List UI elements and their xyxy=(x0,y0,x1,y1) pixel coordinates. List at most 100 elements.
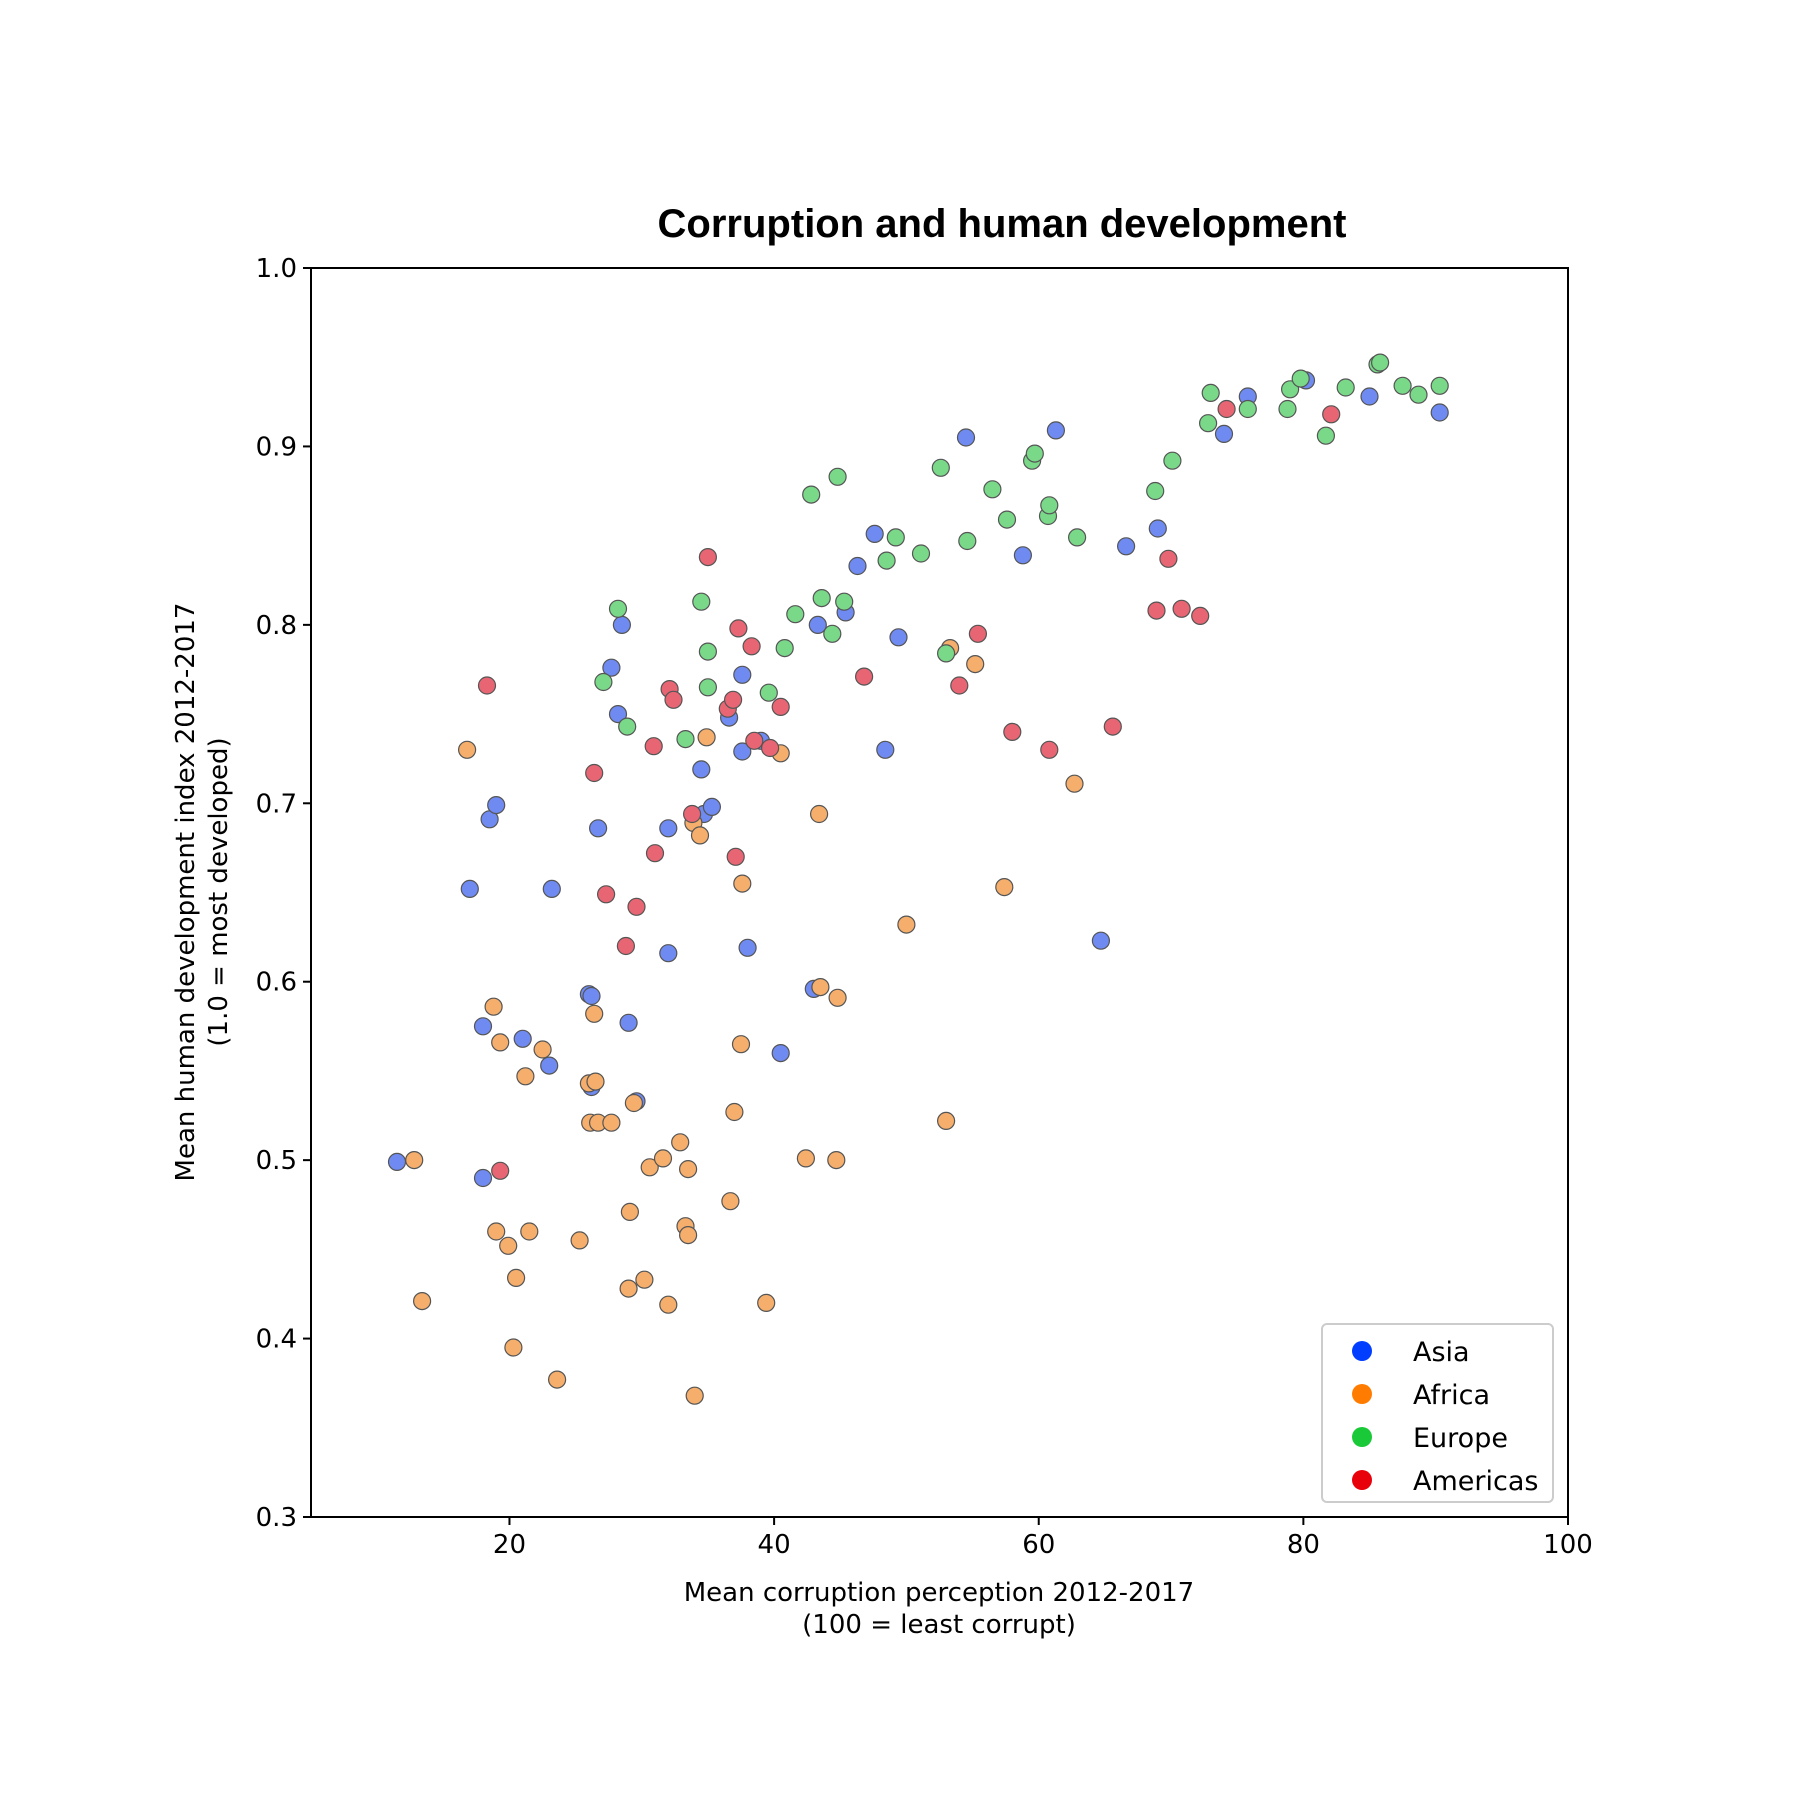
point-europe-28 xyxy=(1146,481,1165,501)
point-africa-23 xyxy=(635,1270,654,1289)
point-asia-1 xyxy=(460,879,479,899)
x-axis-ticks: 20 40 60 80 100 xyxy=(493,1517,1593,1560)
point-americas-17 xyxy=(745,731,764,750)
point-americas-2 xyxy=(585,763,604,783)
legend: Asia Africa Europe Americas xyxy=(1321,1323,1554,1503)
point-americas-22 xyxy=(968,624,988,643)
point-europe-20 xyxy=(958,531,977,551)
point-africa-39 xyxy=(757,1293,776,1313)
point-africa-44 xyxy=(827,1150,846,1170)
point-asia-25 xyxy=(733,742,752,761)
point-europe-42 xyxy=(1430,376,1449,395)
point-europe-37 xyxy=(1336,378,1355,397)
point-americas-7 xyxy=(645,844,665,863)
point-europe-4 xyxy=(692,592,711,611)
point-africa-16 xyxy=(585,1004,604,1023)
x-tick-label-4: 100 xyxy=(1543,1530,1593,1560)
point-americas-14 xyxy=(726,847,745,866)
point-americas-9 xyxy=(664,690,683,709)
point-asia-16 xyxy=(619,1013,638,1032)
point-europe-13 xyxy=(828,467,847,486)
point-europe-40 xyxy=(1393,376,1412,395)
point-asia-24 xyxy=(733,665,752,684)
point-asia-28 xyxy=(771,1043,790,1063)
point-africa-17 xyxy=(586,1072,605,1091)
legend-marker-africa xyxy=(1352,1384,1372,1404)
series-europe xyxy=(594,353,1449,749)
point-americas-6 xyxy=(644,737,663,756)
point-asia-3 xyxy=(473,1168,493,1188)
legend-box xyxy=(1321,1323,1554,1503)
point-asia-2 xyxy=(473,1017,493,1036)
point-asia-14 xyxy=(608,704,628,724)
point-europe-19 xyxy=(936,644,956,663)
point-asia-46 xyxy=(1430,403,1449,422)
point-europe-16 xyxy=(886,528,905,547)
point-africa-20 xyxy=(619,1279,638,1298)
point-europe-14 xyxy=(835,592,854,611)
point-africa-24 xyxy=(640,1158,659,1177)
point-asia-12 xyxy=(588,819,608,838)
point-europe-12 xyxy=(823,624,842,643)
point-europe-32 xyxy=(1238,399,1257,419)
legend-marker-asia xyxy=(1352,1341,1372,1361)
point-americas-30 xyxy=(1217,399,1236,419)
point-europe-21 xyxy=(983,480,1002,499)
point-africa-3 xyxy=(484,997,503,1016)
point-americas-3 xyxy=(596,885,616,904)
point-africa-43 xyxy=(811,977,830,997)
point-europe-3 xyxy=(676,729,695,749)
legend-label-americas: Americas xyxy=(1413,1466,1538,1497)
point-africa-35 xyxy=(721,1192,740,1211)
point-asia-39 xyxy=(1091,931,1111,950)
point-africa-21 xyxy=(620,1202,640,1222)
point-africa-1 xyxy=(413,1291,432,1311)
point-asia-41 xyxy=(1148,519,1167,538)
point-europe-24 xyxy=(1025,444,1044,463)
point-americas-4 xyxy=(616,936,636,956)
point-africa-10 xyxy=(520,1222,539,1241)
point-africa-49 xyxy=(966,654,985,674)
point-europe-29 xyxy=(1163,451,1182,470)
point-americas-5 xyxy=(627,897,646,916)
point-americas-11 xyxy=(698,547,718,567)
point-europe-11 xyxy=(812,588,831,608)
point-americas-21 xyxy=(950,676,969,695)
y-axis-label-line-1: Mean human development index 2012-2017 xyxy=(171,603,201,1182)
point-africa-32 xyxy=(685,1386,704,1405)
x-tick-label-3: 80 xyxy=(1287,1530,1320,1560)
y-tick-label-1: 0.4 xyxy=(256,1325,297,1355)
point-africa-7 xyxy=(504,1338,523,1357)
x-tick-label-0: 20 xyxy=(493,1530,526,1560)
point-asia-38 xyxy=(1046,421,1066,440)
y-tick-label-6: 0.9 xyxy=(256,432,297,462)
point-africa-19 xyxy=(602,1113,621,1132)
point-asia-22 xyxy=(702,797,722,817)
point-asia-32 xyxy=(848,556,867,576)
series-asia xyxy=(387,371,1449,1188)
point-europe-33 xyxy=(1278,399,1297,419)
point-asia-19 xyxy=(659,944,678,963)
point-americas-15 xyxy=(729,619,748,638)
point-americas-27 xyxy=(1159,549,1178,568)
point-africa-22 xyxy=(624,1093,644,1113)
point-europe-41 xyxy=(1409,385,1428,404)
point-asia-0 xyxy=(387,1152,407,1172)
point-africa-5 xyxy=(491,1033,510,1052)
point-europe-35 xyxy=(1291,369,1310,388)
point-europe-27 xyxy=(1067,528,1087,547)
point-asia-10 xyxy=(582,986,601,1006)
y-tick-label-4: 0.7 xyxy=(256,789,297,819)
point-africa-33 xyxy=(690,826,710,845)
point-asia-30 xyxy=(808,615,827,635)
point-europe-26 xyxy=(1040,496,1059,515)
y-axis-label-line-2: (1.0 = most developed) xyxy=(204,737,234,1046)
point-asia-15 xyxy=(612,615,632,635)
point-americas-20 xyxy=(854,667,874,686)
legend-label-europe: Europe xyxy=(1413,1423,1508,1454)
point-europe-22 xyxy=(997,510,1017,529)
point-asia-35 xyxy=(889,628,908,647)
point-africa-0 xyxy=(405,1150,424,1170)
point-europe-30 xyxy=(1198,414,1218,433)
